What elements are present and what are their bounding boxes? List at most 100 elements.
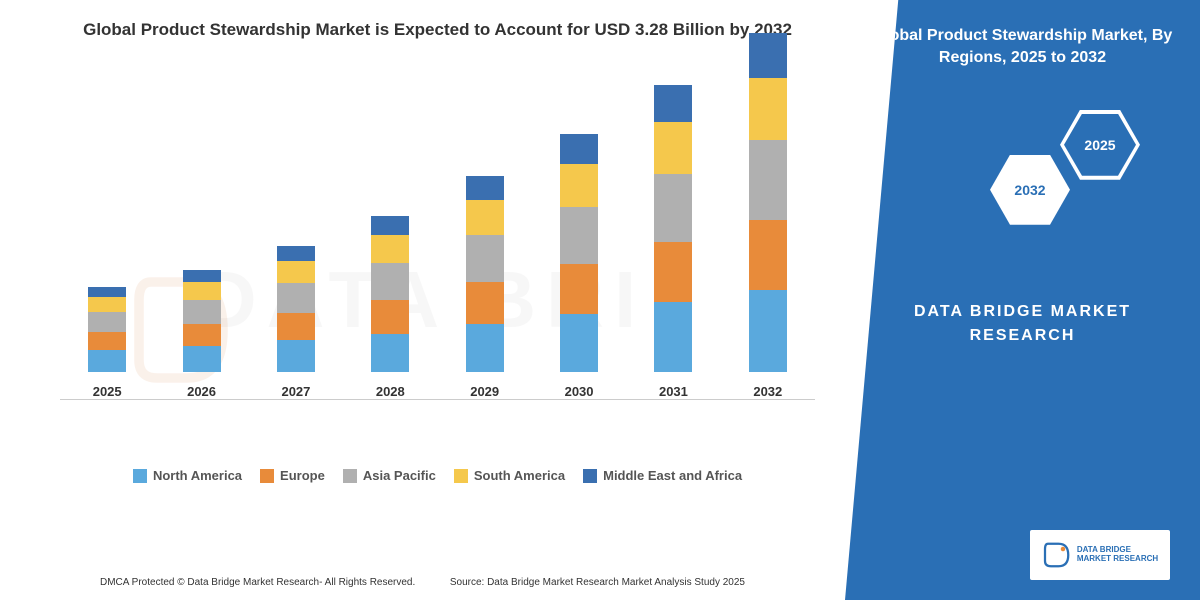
bar-segment [466, 324, 504, 372]
bar-segment [466, 235, 504, 282]
logo-text: DATA BRIDGE MARKET RESEARCH [1077, 546, 1158, 564]
bar-segment [371, 263, 409, 300]
hex-2025-label: 2025 [1064, 114, 1136, 176]
bar-segment [277, 246, 315, 261]
bar-segment [88, 350, 126, 372]
legend-item: Europe [260, 468, 325, 483]
bar-segment [749, 290, 787, 372]
bar-segment [560, 264, 598, 314]
footer-left: DMCA Protected © Data Bridge Market Rese… [100, 577, 415, 588]
logo-text-line2: MARKET RESEARCH [1077, 555, 1158, 564]
bar-label: 2030 [565, 384, 594, 399]
footer: DMCA Protected © Data Bridge Market Rese… [0, 577, 845, 588]
bar-group: 2028 [371, 216, 409, 399]
bar-segment [277, 283, 315, 313]
bar-segment [371, 216, 409, 235]
main-container: DATA BRI Global Product Stewardship Mark… [0, 0, 1200, 600]
bar-segment [183, 282, 221, 300]
brand-line1: DATA BRIDGE MARKET [865, 300, 1180, 324]
bar-segment [88, 312, 126, 332]
bar-segment [466, 282, 504, 324]
bar-segment [277, 340, 315, 372]
bar-segment [183, 324, 221, 346]
bar-segment [371, 235, 409, 263]
legend-swatch [454, 469, 468, 483]
hexagon-group: 2025 2032 [865, 100, 1180, 260]
bar-segment [183, 346, 221, 372]
bar-segment [371, 334, 409, 372]
bar-segment [654, 242, 692, 302]
legend-label: South America [474, 468, 565, 483]
bar-segment [749, 78, 787, 140]
bar-segment [654, 174, 692, 242]
bar-group: 2032 [749, 33, 787, 399]
bottom-logo-inner: DATA BRIDGE MARKET RESEARCH [1042, 540, 1158, 570]
right-panel: Global Product Stewardship Market, By Re… [845, 0, 1200, 600]
legend-label: Asia Pacific [363, 468, 436, 483]
bar-segment [277, 261, 315, 283]
bar-segment [654, 122, 692, 174]
legend-swatch [133, 469, 147, 483]
bars-container: 2025 2026 2027 2028 2029 2030 2031 2032 [60, 60, 815, 400]
bar [466, 176, 504, 372]
footer-right: Source: Data Bridge Market Research Mark… [450, 577, 745, 588]
legend-label: Europe [280, 468, 325, 483]
bar-segment [749, 220, 787, 290]
hex-2025: 2025 [1060, 110, 1140, 180]
bar-label: 2025 [93, 384, 122, 399]
logo-mark-icon [1042, 540, 1072, 570]
bar [560, 134, 598, 372]
bar [277, 246, 315, 372]
bar-group: 2029 [466, 176, 504, 399]
bar-segment [560, 207, 598, 264]
legend-label: Middle East and Africa [603, 468, 742, 483]
legend-swatch [260, 469, 274, 483]
bar-segment [183, 300, 221, 324]
bar-group: 2027 [277, 246, 315, 399]
bar-label: 2028 [376, 384, 405, 399]
bar [654, 85, 692, 372]
bar-segment [560, 164, 598, 207]
bar-segment [88, 287, 126, 297]
bottom-logo: DATA BRIDGE MARKET RESEARCH [1030, 530, 1170, 580]
chart-section: DATA BRI Global Product Stewardship Mark… [0, 0, 845, 600]
bar-segment [88, 297, 126, 312]
bar-group: 2025 [88, 287, 126, 399]
bar-label: 2031 [659, 384, 688, 399]
bar-segment [466, 176, 504, 200]
bar [749, 33, 787, 372]
bar-segment [466, 200, 504, 235]
bar [183, 270, 221, 372]
legend-item: South America [454, 468, 565, 483]
bar-segment [371, 300, 409, 334]
bar [371, 216, 409, 372]
right-panel-title: Global Product Stewardship Market, By Re… [865, 25, 1180, 70]
bar-segment [654, 85, 692, 122]
legend-item: Middle East and Africa [583, 468, 742, 483]
bar [88, 287, 126, 372]
legend-swatch [343, 469, 357, 483]
bar-segment [560, 134, 598, 164]
legend: North America Europe Asia Pacific South Ame… [40, 468, 835, 483]
bar-group: 2031 [654, 85, 692, 399]
chart-area: 2025 2026 2027 2028 2029 2030 2031 2032 [60, 60, 815, 440]
chart-title: Global Product Stewardship Market is Exp… [40, 20, 835, 40]
hex-2032: 2032 [990, 155, 1070, 225]
legend-swatch [583, 469, 597, 483]
bar-segment [749, 33, 787, 78]
bar-segment [749, 140, 787, 220]
bar-segment [560, 314, 598, 372]
legend-item: North America [133, 468, 242, 483]
bar-segment [88, 332, 126, 350]
hex-2032-label: 2032 [994, 159, 1066, 221]
brand-line2: RESEARCH [865, 324, 1180, 348]
legend-item: Asia Pacific [343, 468, 436, 483]
bar-label: 2032 [753, 384, 782, 399]
bar-segment [277, 313, 315, 340]
bar-group: 2030 [560, 134, 598, 399]
bar-label: 2026 [187, 384, 216, 399]
bar-segment [654, 302, 692, 372]
legend-label: North America [153, 468, 242, 483]
bar-group: 2026 [183, 270, 221, 399]
brand-text: DATA BRIDGE MARKET RESEARCH [865, 300, 1180, 348]
